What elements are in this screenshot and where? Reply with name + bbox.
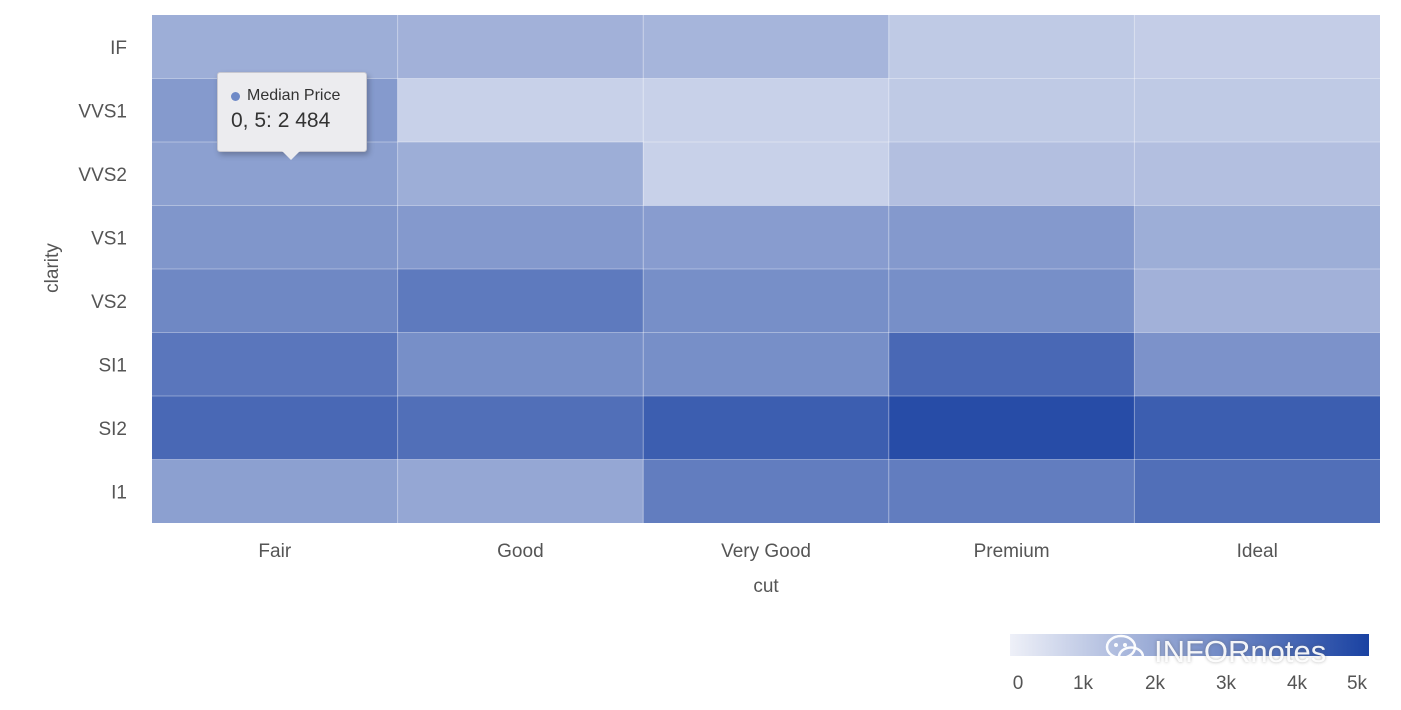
heatmap-cell[interactable]	[1134, 142, 1380, 206]
heatmap-cell[interactable]	[643, 396, 889, 460]
heatmap-cell[interactable]	[1134, 396, 1380, 460]
heatmap-cell[interactable]	[888, 332, 1135, 397]
heatmap-cell[interactable]	[397, 332, 644, 397]
heatmap-cell[interactable]	[397, 269, 644, 333]
colorbar-tick-label: 3k	[1216, 673, 1237, 694]
colorbar-tick-label: 0	[1013, 673, 1024, 694]
colorbar-ticks: 0 1k 2k 3k 4k 5k	[1013, 673, 1368, 694]
tooltip-series-name: Median Price	[247, 87, 341, 104]
heatmap-cell[interactable]	[152, 332, 398, 397]
heatmap-cell[interactable]	[397, 15, 644, 79]
colorbar-tick-label: 4k	[1287, 673, 1308, 694]
heatmap-cell[interactable]	[888, 78, 1135, 143]
heatmap-cell[interactable]	[643, 78, 889, 143]
heatmap-cell[interactable]	[888, 205, 1135, 270]
heatmap-cell[interactable]	[152, 396, 398, 460]
x-tick-label: Ideal	[1237, 541, 1278, 562]
x-axis-ticks: Fair Good Very Good Premium Ideal	[258, 541, 1277, 562]
grid-lines	[132, 15, 1380, 539]
heatmap-cell[interactable]	[397, 459, 644, 524]
y-tick-label: VS1	[91, 228, 127, 249]
y-tick-label: VVS2	[78, 165, 127, 186]
watermark-text: INFORnotes	[1154, 634, 1327, 669]
heatmap-cell[interactable]	[888, 15, 1135, 79]
x-tick-label: Fair	[258, 541, 291, 562]
heatmap-cell[interactable]	[152, 205, 398, 270]
heatmap-cells	[152, 15, 1380, 523]
heatmap-cell[interactable]	[1134, 459, 1380, 524]
heatmap-cell[interactable]	[152, 142, 398, 206]
heatmap-cell[interactable]	[643, 459, 889, 524]
colorbar-tick-label: 2k	[1145, 673, 1166, 694]
tooltip-value: 0, 5: 2 484	[231, 109, 331, 132]
y-tick-label: SI1	[98, 355, 127, 376]
heatmap-cell[interactable]	[397, 205, 644, 270]
heatmap-cell[interactable]	[643, 269, 889, 333]
x-tick-label: Very Good	[721, 541, 811, 562]
y-tick-label: VVS1	[78, 101, 127, 122]
heatmap-cell[interactable]	[643, 332, 889, 397]
colorbar-tick-label: 1k	[1073, 673, 1094, 694]
y-tick-label: VS2	[91, 292, 127, 313]
heatmap-cell[interactable]	[888, 396, 1135, 460]
heatmap-cell[interactable]	[888, 142, 1135, 206]
x-tick-label: Good	[497, 541, 543, 562]
y-axis-title: clarity	[42, 243, 63, 293]
heatmap-cell[interactable]	[1134, 78, 1380, 143]
colorbar	[1010, 634, 1369, 656]
heatmap-cell[interactable]	[397, 78, 644, 143]
heatmap-cell[interactable]	[1134, 269, 1380, 333]
heatmap-cell[interactable]	[152, 15, 398, 79]
y-axis-ticks: IF VVS1 VVS2 VS1 VS2 SI1 SI2 I1	[78, 38, 127, 504]
heatmap-cell[interactable]	[1134, 332, 1380, 397]
heatmap-cell[interactable]	[1134, 205, 1380, 270]
y-tick-label: IF	[110, 38, 127, 59]
watermark: INFORnotes	[1104, 630, 1364, 674]
colorbar-tick-label: 5k	[1347, 673, 1368, 694]
heatmap-cell[interactable]	[397, 396, 644, 460]
tooltip-series-dot	[231, 91, 240, 101]
tooltip: Median Price 0, 5: 2 484	[217, 72, 367, 160]
x-axis-title: cut	[753, 576, 779, 597]
heatmap-cell[interactable]	[643, 15, 889, 79]
wechat-icon	[1105, 634, 1145, 668]
heatmap-cell[interactable]	[888, 459, 1135, 524]
y-tick-label: I1	[111, 482, 127, 503]
heatmap-cell[interactable]	[397, 142, 644, 206]
heatmap-cell[interactable]	[152, 269, 398, 333]
heatmap-cell[interactable]	[888, 269, 1135, 333]
heatmap-cell[interactable]	[643, 205, 889, 270]
x-tick-label: Premium	[974, 541, 1050, 562]
heatmap-cell[interactable]	[152, 459, 398, 524]
heatmap-cell[interactable]	[643, 142, 889, 206]
y-tick-label: SI2	[98, 419, 127, 440]
heatmap-cell[interactable]	[1134, 15, 1380, 79]
